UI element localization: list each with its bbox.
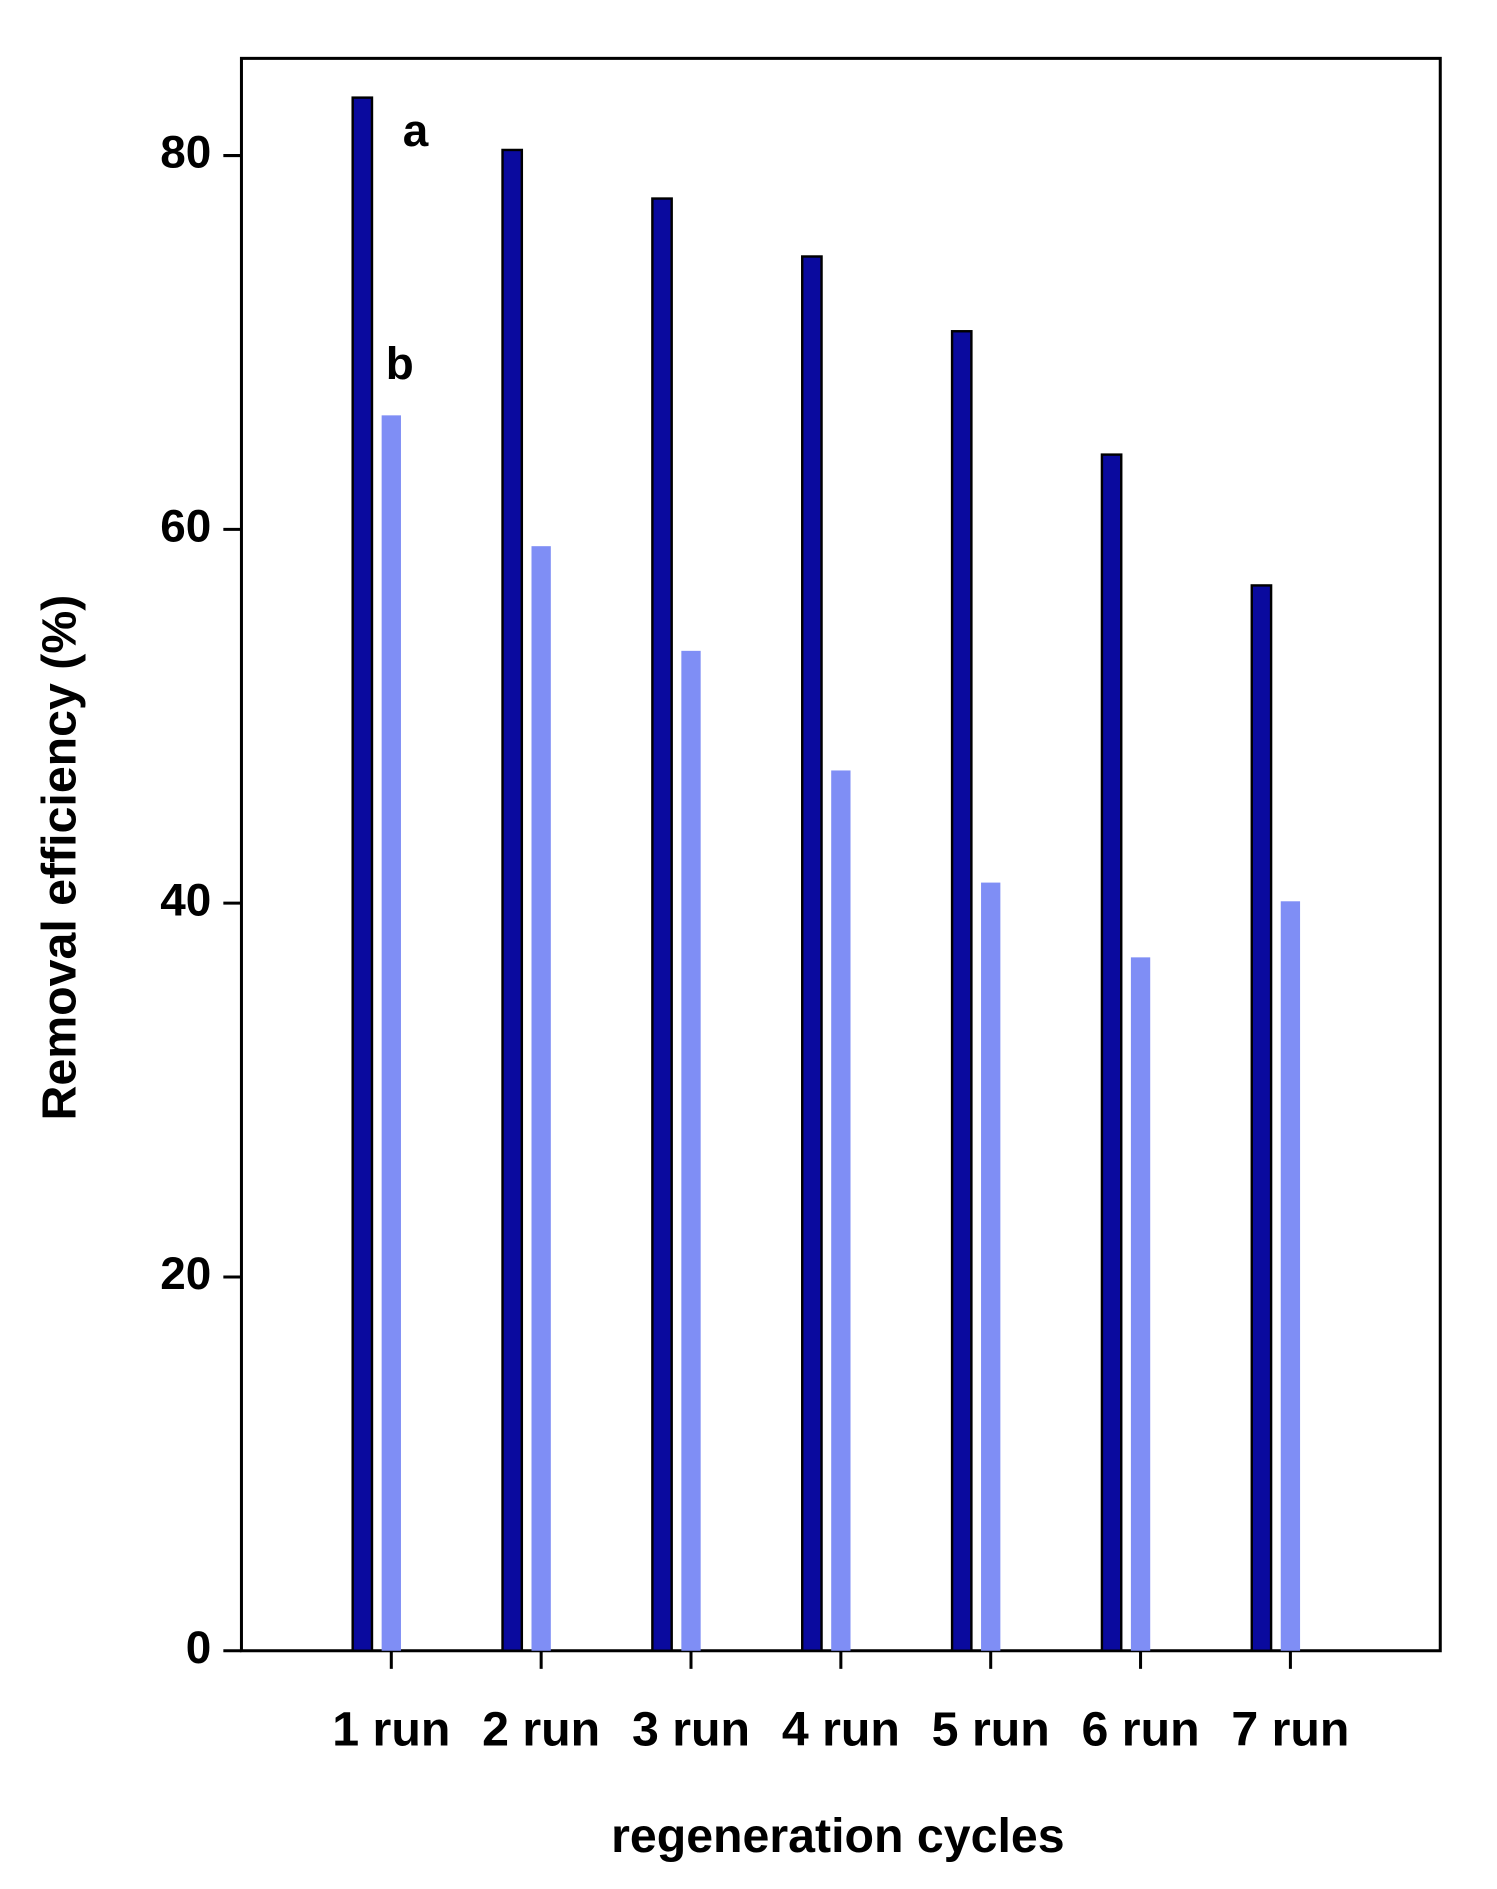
series-label: b [386, 337, 414, 389]
bar [801, 255, 823, 1652]
x-tick-label: 7 run [1231, 1703, 1349, 1757]
bar [651, 197, 673, 1652]
bar [981, 882, 1001, 1651]
x-tick-label: 1 run [332, 1703, 450, 1757]
y-tick-label: 60 [160, 499, 211, 551]
bar [831, 770, 851, 1651]
bar [531, 546, 551, 1651]
series-label: a [403, 104, 429, 156]
bar [1100, 453, 1123, 1652]
x-axis-title: regeneration cycles [611, 1809, 1065, 1863]
x-tick-label: 5 run [932, 1703, 1050, 1757]
bar [950, 330, 973, 1652]
y-tick-label: 80 [160, 126, 211, 178]
y-axis-title: Removal efficiency (%) [33, 595, 87, 1121]
x-tick-label: 4 run [782, 1703, 900, 1757]
bar [501, 148, 524, 1652]
x-tick-label: 3 run [632, 1703, 750, 1757]
bar [1130, 957, 1151, 1651]
bar [351, 96, 374, 1652]
x-tick-label: 2 run [482, 1703, 600, 1757]
bar [381, 415, 401, 1651]
y-tick-label: 0 [186, 1621, 212, 1673]
y-tick-label: 20 [160, 1247, 211, 1299]
y-tick-label: 40 [160, 873, 211, 925]
bar [681, 650, 701, 1651]
x-tick-label: 6 run [1082, 1703, 1200, 1757]
bar [1280, 901, 1301, 1651]
bar [1250, 584, 1273, 1652]
